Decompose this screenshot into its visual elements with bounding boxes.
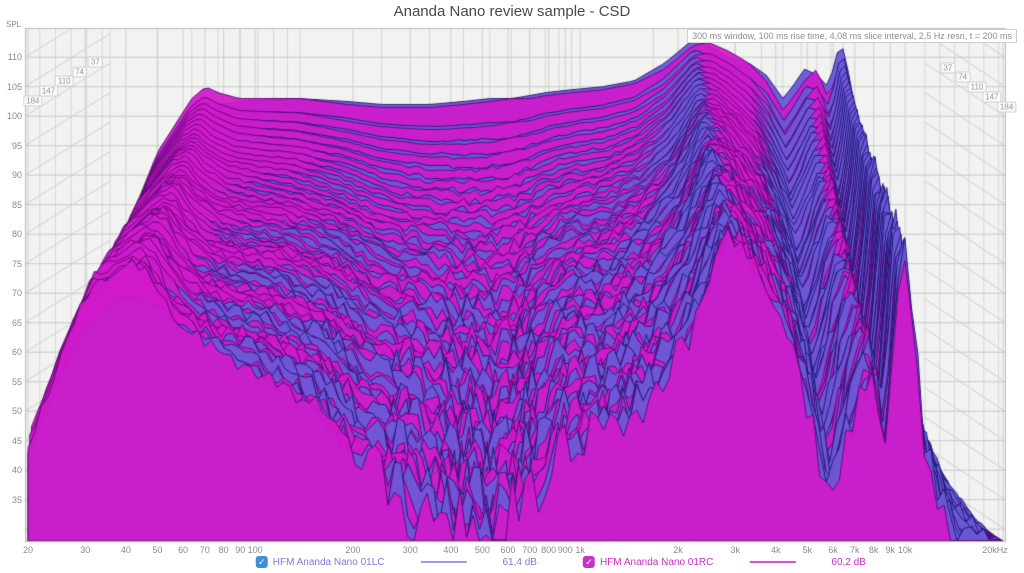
legend-label-rc[interactable]: HFM Ananda Nano 01RC (599, 556, 714, 568)
freq-tick-label: 100 (247, 545, 263, 555)
freq-tick-label: 50 (152, 545, 163, 555)
page-title: Ananda Nano review sample - CSD (393, 3, 631, 20)
spl-tick-label: 70 (11, 288, 22, 299)
time-label: 110 (967, 81, 987, 93)
freq-tick-label: 40 (120, 545, 131, 555)
freq-tick-label: 1k (575, 545, 585, 555)
freq-tick-label: 5k (802, 545, 813, 555)
legend-line-swatch-rc (749, 561, 796, 563)
freq-tick-label: 500 (474, 545, 490, 555)
spl-tick-label: 35 (11, 494, 22, 505)
analysis-settings-box: 300 ms window, 100 ms rise time, 4,08 ms… (687, 29, 1017, 43)
legend: ✓ HFM Ananda Nano 01LC 61,4 dB ✓ HFM Ana… (255, 556, 866, 568)
freq-tick-label: 90 (235, 545, 246, 555)
freq-tick-label: 700 (522, 545, 538, 555)
freq-tick-label: 30 (80, 545, 91, 555)
spl-tick-label: 80 (11, 229, 22, 240)
freq-tick-label: 8k (868, 545, 879, 555)
freq-tick-label: 800 (541, 545, 557, 555)
check-icon: ✓ (257, 557, 266, 567)
freq-tick-label: 600 (500, 545, 516, 555)
freq-tick-label: 400 (443, 545, 459, 555)
spl-tick-label: 75 (11, 258, 22, 269)
freq-tick-label: 80 (218, 545, 229, 555)
spl-tick-label: 100 (6, 111, 22, 122)
spl-tick-label: 65 (11, 317, 22, 328)
legend-value-lc: 61,4 dB (502, 556, 537, 568)
time-label: 184 (23, 95, 43, 107)
spl-tick-label: 95 (11, 140, 22, 151)
freq-tick-label: 10k (897, 545, 913, 555)
time-label: 74 (72, 66, 87, 78)
freq-tick-label: 2k (673, 545, 683, 555)
spl-tick-label: 50 (11, 406, 22, 417)
freq-tick-label: 20 (22, 545, 34, 555)
time-label: 74 (955, 71, 971, 83)
legend-value-rc: 60,2 dB (831, 556, 866, 568)
legend-label-lc[interactable]: HFM Ananda Nano 01LC (272, 556, 385, 568)
freq-tick-label: 3k (730, 545, 740, 555)
time-label: 110 (54, 75, 74, 87)
legend-checkbox-rc[interactable]: ✓ (582, 556, 595, 568)
spl-tick-label: 45 (11, 435, 22, 446)
legend-checkbox-lc[interactable]: ✓ (255, 556, 268, 568)
freq-tick-label: 6k (828, 545, 838, 555)
freq-tick-label: 300 (402, 545, 418, 555)
freq-tick-label: 70 (199, 545, 210, 555)
spl-tick-label: 85 (11, 199, 22, 210)
spl-tick-label: 110 (7, 52, 22, 63)
spl-tick-label: 55 (11, 376, 22, 387)
spl-axis-title: SPL (6, 20, 22, 29)
time-label: 37 (940, 62, 956, 74)
spl-tick-label: 90 (11, 170, 22, 181)
freq-tick-label: 900 (557, 545, 573, 555)
freq-tick-label: 4k (771, 545, 781, 555)
time-label: 147 (38, 85, 59, 97)
spl-tick-label: 40 (11, 465, 22, 476)
check-icon: ✓ (585, 557, 593, 567)
time-label: 37 (87, 56, 103, 68)
spl-tick-label: 60 (11, 347, 22, 358)
freq-tick-label: 60 (178, 545, 189, 555)
freq-tick-label: 200 (345, 545, 361, 555)
time-label: 184 (996, 101, 1017, 113)
spl-tick-label: 105 (6, 81, 22, 92)
time-label: 147 (982, 91, 1002, 103)
freq-tick-label: 9k (885, 545, 896, 555)
freq-tick-label: 7k (850, 545, 860, 555)
freq-tick-label: 20kHz (982, 545, 1008, 555)
legend-line-swatch-lc (420, 561, 467, 563)
